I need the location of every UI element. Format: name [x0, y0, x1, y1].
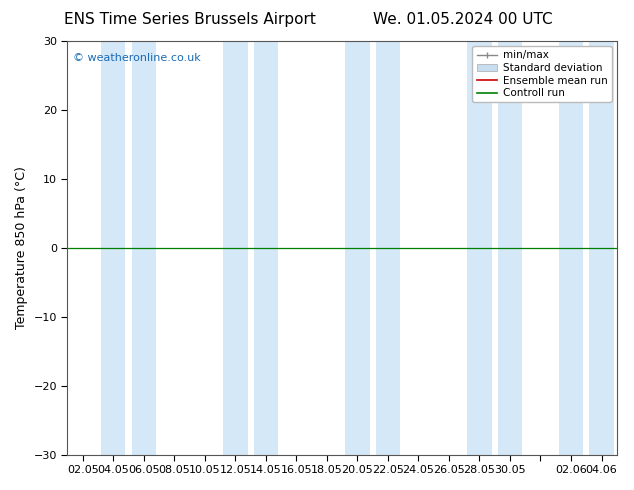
- Bar: [345, 41, 370, 455]
- Text: © weatheronline.co.uk: © weatheronline.co.uk: [73, 53, 201, 64]
- Y-axis label: Temperature 850 hPa (°C): Temperature 850 hPa (°C): [15, 167, 28, 329]
- Bar: [101, 41, 126, 455]
- Bar: [132, 41, 156, 455]
- Bar: [376, 41, 400, 455]
- Bar: [498, 41, 522, 455]
- Bar: [559, 41, 583, 455]
- Bar: [590, 41, 614, 455]
- Bar: [467, 41, 491, 455]
- Legend: min/max, Standard deviation, Ensemble mean run, Controll run: min/max, Standard deviation, Ensemble me…: [472, 46, 612, 102]
- Bar: [254, 41, 278, 455]
- Bar: [223, 41, 247, 455]
- Text: We. 01.05.2024 00 UTC: We. 01.05.2024 00 UTC: [373, 12, 553, 27]
- Text: ENS Time Series Brussels Airport: ENS Time Series Brussels Airport: [64, 12, 316, 27]
